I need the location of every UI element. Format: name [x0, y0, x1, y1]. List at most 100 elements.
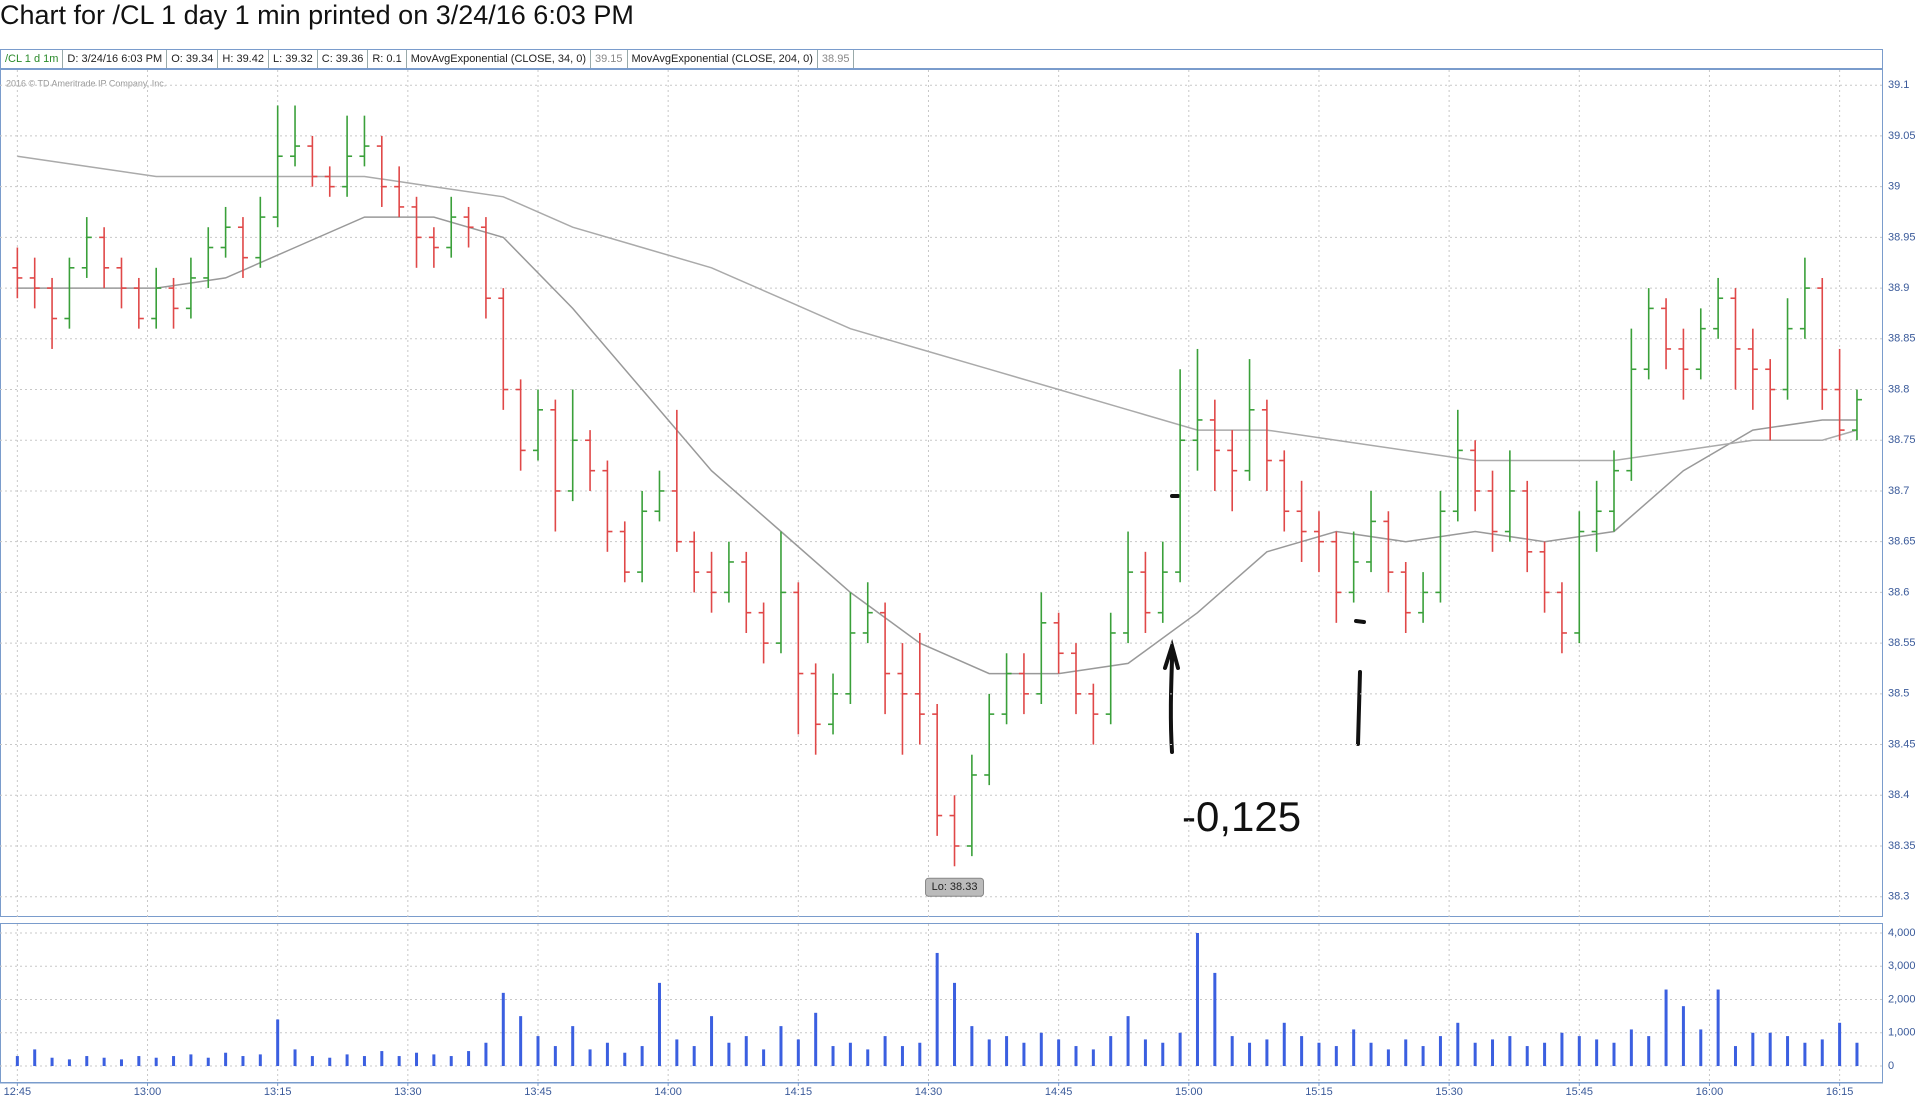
y-tick-label: 38.4: [1888, 789, 1909, 801]
volume-bar: [970, 1026, 974, 1067]
copyright: 2016 © TD Ameritrade IP Company, Inc.: [6, 78, 166, 88]
volume-bar: [119, 1059, 123, 1067]
info-item: H: 39.42: [218, 50, 269, 68]
volume-bar: [1126, 1016, 1130, 1067]
info-item: 39.15: [591, 50, 628, 68]
volume-bar: [1109, 1036, 1113, 1067]
volume-bar: [796, 1039, 800, 1067]
volume-bar: [1508, 1036, 1512, 1067]
volume-bar: [293, 1049, 297, 1067]
y-tick-label: 38.75: [1888, 434, 1916, 446]
volume-bar: [258, 1054, 262, 1067]
volume-bar: [1282, 1022, 1286, 1067]
x-tick-label: 16:15: [1826, 1086, 1854, 1098]
volume-bar: [241, 1056, 245, 1067]
volume-bar: [1057, 1039, 1061, 1067]
volume-bar: [1681, 1006, 1685, 1067]
price-panel: [0, 69, 1883, 917]
info-bar: /CL 1 d 1m D: 3/24/16 6:03 PM O: 39.34 H: 3…: [0, 49, 1883, 69]
volume-bar: [1768, 1032, 1772, 1067]
volume-bar: [744, 1036, 748, 1067]
y-tick-label: 39.1: [1888, 79, 1909, 91]
volume-bar: [1143, 1039, 1147, 1067]
y-tick-label: 38.65: [1888, 536, 1916, 548]
volume-bar: [224, 1052, 228, 1067]
info-item: MovAvgExponential (CLOSE, 34, 0): [407, 50, 591, 68]
volume-bar: [15, 1056, 19, 1067]
x-tick-label: 13:00: [134, 1086, 162, 1098]
volume-bar: [900, 1046, 904, 1067]
y-tick-label: 38.85: [1888, 333, 1916, 345]
volume-bar: [415, 1052, 419, 1067]
y-tick-label: 1,000: [1888, 1027, 1916, 1039]
volume-bar: [345, 1054, 349, 1067]
annotation: -0,125: [1182, 793, 1301, 840]
volume-bar: [1369, 1042, 1373, 1067]
volume-bar: [1091, 1049, 1095, 1067]
volume-bar: [1803, 1042, 1807, 1067]
volume-bar: [1404, 1039, 1408, 1067]
y-tick-label: 38.8: [1888, 383, 1909, 395]
moving-average: [17, 216, 1857, 675]
volume-bar: [553, 1046, 557, 1067]
volume-bar: [1647, 1036, 1651, 1067]
volume-bar: [85, 1056, 89, 1067]
info-item: C: 39.36: [318, 50, 369, 68]
volume-bar: [1161, 1042, 1165, 1067]
volume-bar: [848, 1042, 852, 1067]
info-item: 38.95: [818, 50, 855, 68]
x-tick-label: 12:45: [4, 1086, 32, 1098]
volume-panel: [0, 923, 1883, 1083]
volume-bar: [987, 1039, 991, 1067]
y-tick-label: 39.05: [1888, 130, 1916, 142]
volume-bar: [1473, 1042, 1477, 1067]
volume-bar: [397, 1056, 401, 1067]
volume-bar: [1595, 1039, 1599, 1067]
volume-bar: [1438, 1036, 1442, 1067]
moving-average: [17, 155, 1858, 462]
x-tick-label: 14:00: [654, 1086, 682, 1098]
volume-bar: [501, 992, 505, 1067]
info-item: /CL 1 d 1m: [1, 50, 64, 68]
x-tick-label: 15:45: [1566, 1086, 1594, 1098]
volume-bar: [432, 1054, 436, 1067]
volume-bar: [675, 1039, 679, 1067]
volume-bar: [1716, 989, 1720, 1067]
volume-bar: [1022, 1042, 1026, 1067]
volume-bar: [1751, 1032, 1755, 1067]
volume-bar: [1178, 1032, 1182, 1067]
volume-bar: [883, 1036, 887, 1067]
volume-bar: [1300, 1036, 1304, 1067]
x-tick-label: 15:00: [1175, 1086, 1203, 1098]
info-item: O: 39.34: [167, 50, 219, 68]
y-tick-label: 38.3: [1888, 891, 1909, 903]
volume-bar: [1664, 989, 1668, 1067]
volume-bar: [467, 1051, 471, 1067]
y-tick-label: 38.35: [1888, 840, 1916, 852]
volume-bar: [1386, 1049, 1390, 1067]
volume-bar: [137, 1056, 141, 1067]
volume-bar: [1195, 932, 1199, 1067]
volume-bar: [1629, 1029, 1633, 1067]
y-tick-label: 38.6: [1888, 586, 1909, 598]
volume-bar: [727, 1042, 731, 1067]
volume-bar: [102, 1057, 106, 1067]
volume-bar: [657, 982, 661, 1067]
volume-bar: [1230, 1036, 1234, 1067]
volume-bar: [831, 1046, 835, 1067]
info-item: D: 3/24/16 6:03 PM: [63, 50, 168, 68]
x-tick-label: 14:45: [1045, 1086, 1073, 1098]
volume-bar: [935, 952, 939, 1067]
volume-bar: [1265, 1039, 1269, 1067]
y-tick-label: 38.9: [1888, 282, 1909, 294]
volume-bar: [1612, 1042, 1616, 1067]
volume-bar: [814, 1012, 818, 1067]
volume-bar: [484, 1042, 488, 1067]
y-tick-label: 0: [1888, 1060, 1894, 1072]
chart-title: Chart for /CL 1 day 1 min printed on 3/2…: [0, 0, 634, 30]
y-tick-label: 2,000: [1888, 993, 1916, 1005]
volume-bar: [362, 1056, 366, 1067]
low-label-box: [925, 877, 985, 897]
volume-bar: [692, 1046, 696, 1067]
